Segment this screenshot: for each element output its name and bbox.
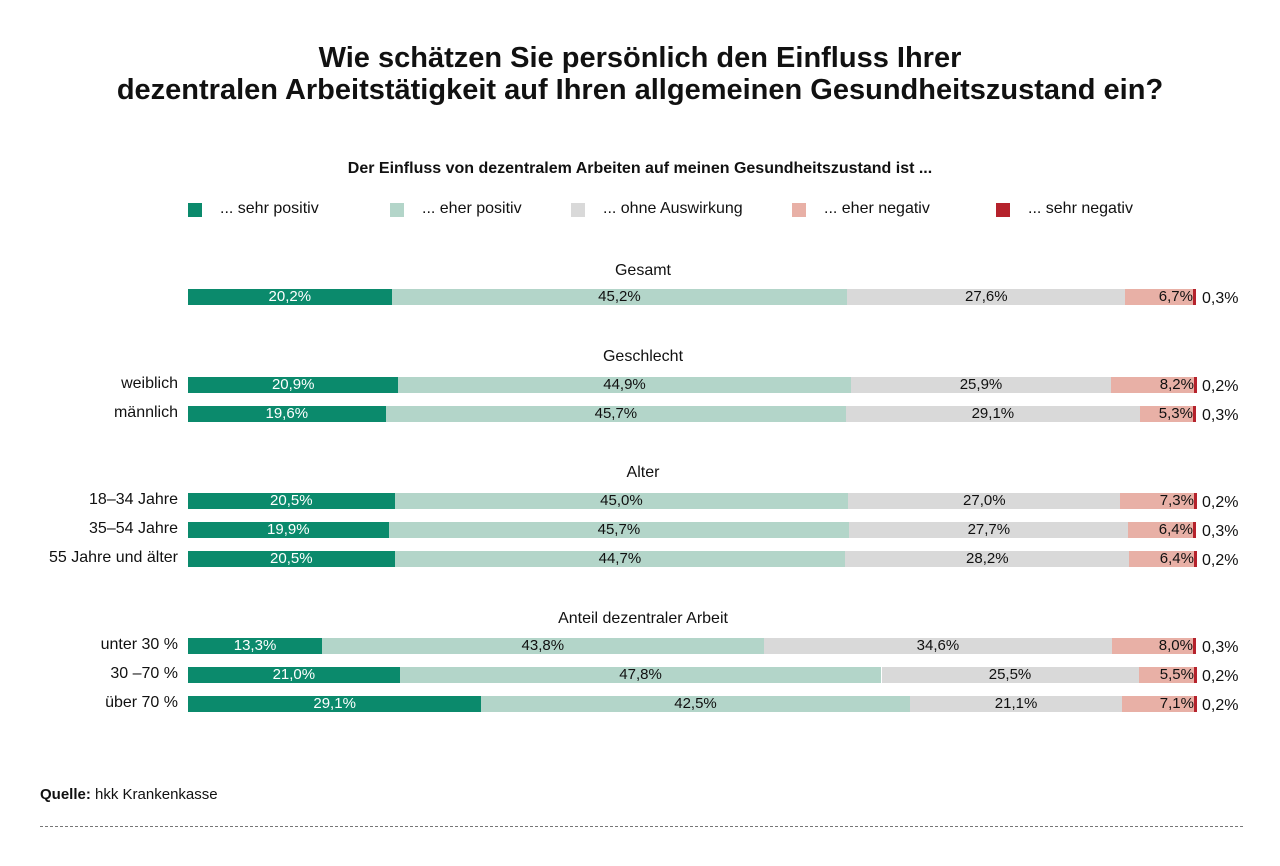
legend-label-eher-positiv: ... eher positiv	[422, 200, 522, 217]
data-label-sehr-negativ: 0,2%	[1202, 494, 1239, 511]
group-title: Gesamt	[614, 262, 671, 279]
bar-segment-sehr-positiv: 20,9%	[188, 377, 399, 393]
bar-segment-eher-negativ: 7,1%	[1122, 696, 1194, 712]
bar-segment-eher-positiv: 42,5%	[481, 696, 910, 712]
bar-segment-ohne-auswirkung: 25,5%	[881, 667, 1139, 683]
legend-swatch-ohne-auswirkung	[571, 203, 585, 217]
bar-segment-eher-negativ: 5,3%	[1139, 406, 1193, 422]
legend-label-ohne-auswirkung: ... ohne Auswirkung	[603, 200, 743, 217]
bar-segment-sehr-negativ	[1192, 522, 1196, 538]
data-label-sehr-negativ: 0,2%	[1202, 697, 1239, 714]
legend-swatch-sehr-positiv	[188, 203, 202, 217]
group-title: Alter	[626, 464, 660, 481]
row-label: 18–34 Jahre	[89, 491, 178, 508]
bar-segment-eher-negativ: 8,2%	[1111, 377, 1194, 393]
bar-segment-sehr-negativ	[1193, 551, 1197, 567]
bar-segment-ohne-auswirkung: 29,1%	[846, 406, 1140, 422]
bar-segment-eher-positiv: 45,7%	[388, 522, 850, 538]
bar-segment-sehr-negativ	[1192, 406, 1196, 422]
bar-segment-ohne-auswirkung: 27,0%	[848, 493, 1121, 509]
legend-swatch-eher-negativ	[792, 203, 806, 217]
chart-title-line-1: Wie schätzen Sie persönlich den Einfluss…	[318, 42, 962, 74]
bar-segment-sehr-negativ	[1192, 638, 1196, 654]
chart-title: Wie schätzen Sie persönlich den Einfluss…	[0, 42, 1280, 106]
row-label: 35–54 Jahre	[89, 520, 178, 537]
bar-segment-ohne-auswirkung: 25,9%	[850, 377, 1112, 393]
bar-segment-eher-positiv: 44,7%	[394, 551, 846, 567]
data-label-sehr-negativ: 0,3%	[1202, 407, 1239, 424]
legend-swatch-sehr-negativ	[996, 203, 1010, 217]
group-title: Anteil dezentraler Arbeit	[558, 610, 728, 627]
row-label: 55 Jahre und älter	[49, 549, 178, 566]
bar-segment-eher-positiv: 45,0%	[394, 493, 849, 509]
bar-segment-eher-negativ: 5,5%	[1138, 667, 1194, 683]
source-text: hkk Krankenkasse	[95, 786, 218, 803]
data-label-sehr-negativ: 0,2%	[1202, 378, 1239, 395]
bar-segment-eher-negativ: 6,7%	[1125, 289, 1193, 305]
bar-segment-eher-negativ: 6,4%	[1129, 551, 1194, 567]
source-note: Quelle: hkk Krankenkasse	[40, 786, 218, 803]
bar-segment-ohne-auswirkung: 21,1%	[909, 696, 1123, 712]
row-label: weiblich	[121, 375, 178, 392]
bar-segment-sehr-positiv: 19,9%	[188, 522, 389, 538]
bar-segment-sehr-positiv: 21,0%	[188, 667, 400, 683]
data-label-sehr-negativ: 0,2%	[1202, 552, 1239, 569]
bar-segment-sehr-positiv: 20,5%	[188, 551, 395, 567]
bar-segment-sehr-positiv: 19,6%	[188, 406, 386, 422]
group-title: Geschlecht	[602, 348, 684, 365]
bar-segment-eher-positiv: 45,2%	[391, 289, 848, 305]
chart-subtitle: Der Einfluss von dezentralem Arbeiten au…	[347, 160, 933, 177]
bar-segment-eher-positiv: 47,8%	[399, 667, 882, 683]
chart-title-line-2: dezentralen Arbeitstätigkeit auf Ihren a…	[116, 74, 1164, 106]
bar-segment-sehr-negativ	[1193, 493, 1197, 509]
bar-segment-sehr-negativ	[1193, 377, 1197, 393]
bar-segment-sehr-negativ	[1193, 667, 1197, 683]
bar-segment-ohne-auswirkung: 27,6%	[847, 289, 1126, 305]
row-label: unter 30 %	[100, 636, 178, 653]
row-label: 30 –70 %	[110, 665, 178, 682]
bar-segment-sehr-positiv: 13,3%	[188, 638, 323, 654]
data-label-sehr-negativ: 0,2%	[1202, 668, 1239, 685]
bar-segment-eher-positiv: 45,7%	[385, 406, 847, 422]
bar-segment-sehr-negativ	[1192, 289, 1196, 305]
bar-segment-eher-positiv: 43,8%	[322, 638, 764, 654]
bar-segment-ohne-auswirkung: 34,6%	[763, 638, 1113, 654]
bar-segment-sehr-positiv: 20,2%	[188, 289, 392, 305]
data-label-sehr-negativ: 0,3%	[1202, 639, 1239, 656]
bar-segment-sehr-positiv: 20,5%	[188, 493, 395, 509]
bar-segment-eher-negativ: 6,4%	[1128, 522, 1193, 538]
legend-label-sehr-positiv: ... sehr positiv	[220, 200, 319, 217]
bottom-divider	[40, 826, 1243, 827]
legend-swatch-eher-positiv	[390, 203, 404, 217]
row-label: über 70 %	[105, 694, 178, 711]
bar-segment-ohne-auswirkung: 28,2%	[845, 551, 1130, 567]
data-label-sehr-negativ: 0,3%	[1202, 523, 1239, 540]
bar-segment-eher-negativ: 7,3%	[1120, 493, 1194, 509]
legend-label-sehr-negativ: ... sehr negativ	[1028, 200, 1133, 217]
bar-segment-ohne-auswirkung: 27,7%	[849, 522, 1129, 538]
bar-segment-eher-positiv: 44,9%	[398, 377, 851, 393]
data-label-sehr-negativ: 0,3%	[1202, 290, 1239, 307]
row-label: männlich	[113, 404, 178, 421]
legend-label-eher-negativ: ... eher negativ	[824, 200, 930, 217]
source-label: Quelle:	[40, 786, 91, 803]
bar-segment-sehr-negativ	[1193, 696, 1197, 712]
bar-segment-eher-negativ: 8,0%	[1112, 638, 1193, 654]
bar-segment-sehr-positiv: 29,1%	[188, 696, 482, 712]
